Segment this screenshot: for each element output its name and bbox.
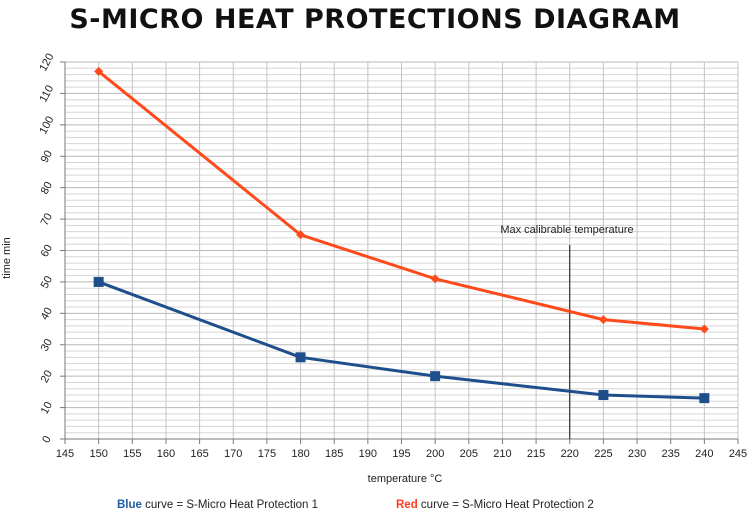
y-tick-label: 90 bbox=[39, 148, 55, 164]
y-axis-label: time min bbox=[1, 237, 13, 279]
x-tick-label: 200 bbox=[426, 448, 444, 460]
y-tick-labels: 0 10 20 30 40 50 60 70 80 90 100 110 120 bbox=[37, 52, 56, 445]
y-tick-label: 120 bbox=[37, 52, 56, 74]
x-tick-labels: 145 150 155 160 165 170 175 180 185 190 195 200 205 2… bbox=[56, 448, 747, 460]
data-point-diamond bbox=[699, 324, 709, 334]
y-tick-label: 100 bbox=[37, 114, 56, 136]
x-tick-label: 165 bbox=[190, 448, 208, 460]
y-tick-label: 0 bbox=[40, 434, 53, 445]
data-point-square bbox=[699, 393, 710, 404]
x-tick-label: 195 bbox=[392, 448, 410, 460]
y-tick-label: 10 bbox=[39, 400, 55, 416]
y-tick-label: 40 bbox=[39, 306, 55, 322]
x-tick-label: 235 bbox=[662, 448, 680, 460]
data-point-diamond bbox=[598, 315, 608, 325]
y-tick-label: 60 bbox=[39, 243, 55, 259]
data-point-square bbox=[295, 352, 306, 363]
data-point-diamond bbox=[430, 274, 440, 284]
x-tick-label: 160 bbox=[157, 448, 175, 460]
x-tick-label: 185 bbox=[325, 448, 343, 460]
y-tick-label: 20 bbox=[39, 368, 55, 384]
x-tick-label: 230 bbox=[628, 448, 646, 460]
x-tick-label: 220 bbox=[561, 448, 579, 460]
series-group bbox=[93, 66, 710, 404]
x-tick-label: 215 bbox=[527, 448, 545, 460]
y-tick-label: 30 bbox=[39, 337, 55, 353]
x-axis-label: temperature °C bbox=[368, 473, 443, 485]
y-tick-label: 70 bbox=[39, 211, 55, 227]
x-tick-label: 205 bbox=[460, 448, 478, 460]
axes bbox=[60, 61, 739, 444]
data-point-diamond bbox=[94, 66, 104, 76]
x-tick-label: 155 bbox=[123, 448, 141, 460]
legend-red-word: Red bbox=[396, 499, 418, 511]
data-point-square bbox=[93, 276, 104, 287]
x-tick-label: 150 bbox=[89, 448, 107, 460]
x-tick-label: 175 bbox=[258, 448, 276, 460]
legend-blue-word: Blue bbox=[117, 499, 142, 511]
legend-red: Red curve = S-Micro Heat Protection 2 bbox=[396, 499, 594, 511]
data-point-square bbox=[598, 390, 609, 401]
y-tick-label: 110 bbox=[37, 83, 56, 104]
y-tick-label: 50 bbox=[39, 274, 55, 290]
annotation-group: Max calibrable temperature bbox=[500, 224, 634, 439]
x-tick-label: 225 bbox=[594, 448, 612, 460]
chart-title: S-MICRO HEAT PROTECTIONS DIAGRAM bbox=[69, 4, 681, 35]
x-tick-label: 245 bbox=[729, 448, 747, 460]
y-tick-label: 80 bbox=[39, 180, 55, 196]
x-tick-label: 240 bbox=[695, 448, 713, 460]
annotation-label: Max calibrable temperature bbox=[500, 224, 633, 236]
x-tick-label: 190 bbox=[359, 448, 377, 460]
x-tick-label: 145 bbox=[56, 448, 74, 460]
data-point-square bbox=[430, 371, 441, 382]
legend-red-text: curve = S-Micro Heat Protection 2 bbox=[417, 499, 594, 511]
x-tick-label: 210 bbox=[493, 448, 511, 460]
grid-lines bbox=[64, 61, 739, 440]
legend-blue: Blue curve = S-Micro Heat Protection 1 bbox=[117, 499, 318, 511]
data-point-diamond bbox=[296, 230, 306, 240]
x-tick-label: 180 bbox=[291, 448, 309, 460]
legend-blue-text: curve = S-Micro Heat Protection 1 bbox=[141, 499, 319, 511]
x-tick-label: 170 bbox=[224, 448, 242, 460]
